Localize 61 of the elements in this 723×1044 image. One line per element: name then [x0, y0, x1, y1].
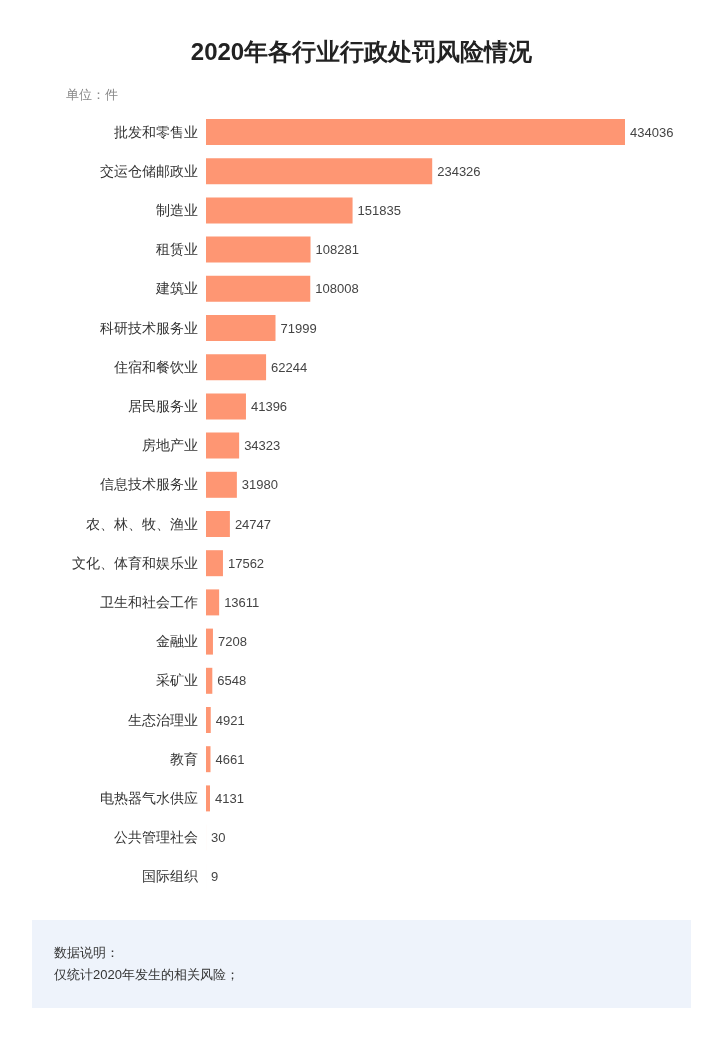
data-label: 4921 [215, 712, 245, 728]
data-label: 6548 [217, 673, 247, 689]
y-tick-label: 金融业 [156, 633, 198, 650]
bar [206, 119, 625, 145]
bar [206, 471, 237, 498]
y-tick-label: 交运仓储邮政业 [100, 162, 198, 179]
text: 单位：件 [66, 86, 119, 104]
bar [206, 667, 213, 694]
data-label: 24747 [234, 516, 272, 532]
y-tick-label: 居民服务业 [128, 397, 198, 414]
y-tick-label: 农、林、牧、渔业 [86, 515, 198, 532]
data-label: 41396 [250, 399, 288, 415]
bar [206, 589, 220, 616]
bar [206, 432, 240, 459]
y-tick-label: 公共管理社会 [114, 829, 198, 846]
y-tick-label: 制造业 [156, 201, 198, 218]
data-label: 13611 [224, 595, 260, 611]
data-label: 34323 [244, 438, 281, 454]
bar [206, 550, 223, 577]
data-label: 62244 [271, 359, 308, 375]
y-tick-label: 采矿业 [156, 672, 198, 689]
bar [206, 707, 211, 733]
bar [206, 628, 213, 655]
y-tick-label: 教育 [170, 750, 198, 767]
y-tick-label: 租赁业 [156, 241, 198, 258]
data-label: 9 [211, 869, 219, 885]
y-tick-label: 电热器气水供应 [100, 789, 198, 806]
data-label: 30 [211, 830, 226, 846]
data-label: 108008 [315, 281, 359, 297]
y-tick-label: 建筑业 [155, 280, 198, 297]
y-tick-label: 生态治理业 [128, 711, 198, 728]
data-label: 71999 [280, 320, 317, 336]
data-label: 108281 [315, 242, 359, 258]
bar [206, 315, 276, 341]
bar [206, 158, 433, 185]
y-tick-label: 科研技术服务业 [100, 319, 198, 336]
data-label: 4131 [214, 791, 244, 807]
bar [206, 275, 311, 302]
chart-title: 2020年各行业行政处罚风险情况 [189, 37, 534, 67]
bar [206, 393, 246, 420]
y-tick-label: 卫生和社会工作 [100, 593, 198, 610]
text: 数据说明： [54, 944, 120, 962]
y-tick-label: 文化、体育和娱乐业 [72, 554, 198, 571]
data-label: 234326 [437, 163, 481, 179]
y-tick-label: 房地产业 [142, 437, 198, 454]
data-label: 151835 [357, 203, 401, 219]
bar [206, 785, 210, 812]
data-label: 434036 [630, 124, 674, 140]
data-label: 7208 [217, 634, 247, 650]
y-tick-label: 住宿和餐饮业 [113, 358, 198, 375]
data-label: 31980 [241, 477, 279, 493]
data-label: 4661 [215, 751, 245, 767]
bar [206, 354, 267, 381]
bar [206, 236, 311, 263]
bar [206, 197, 353, 224]
bar [206, 511, 230, 537]
text: 仅统计2020年发生的相关风险； [54, 966, 240, 984]
data-label: 17562 [227, 555, 265, 571]
y-tick-label: 批发和零售业 [114, 123, 198, 140]
y-tick-label: 国际组织 [142, 868, 198, 885]
y-tick-label: 信息技术服务业 [100, 476, 198, 493]
